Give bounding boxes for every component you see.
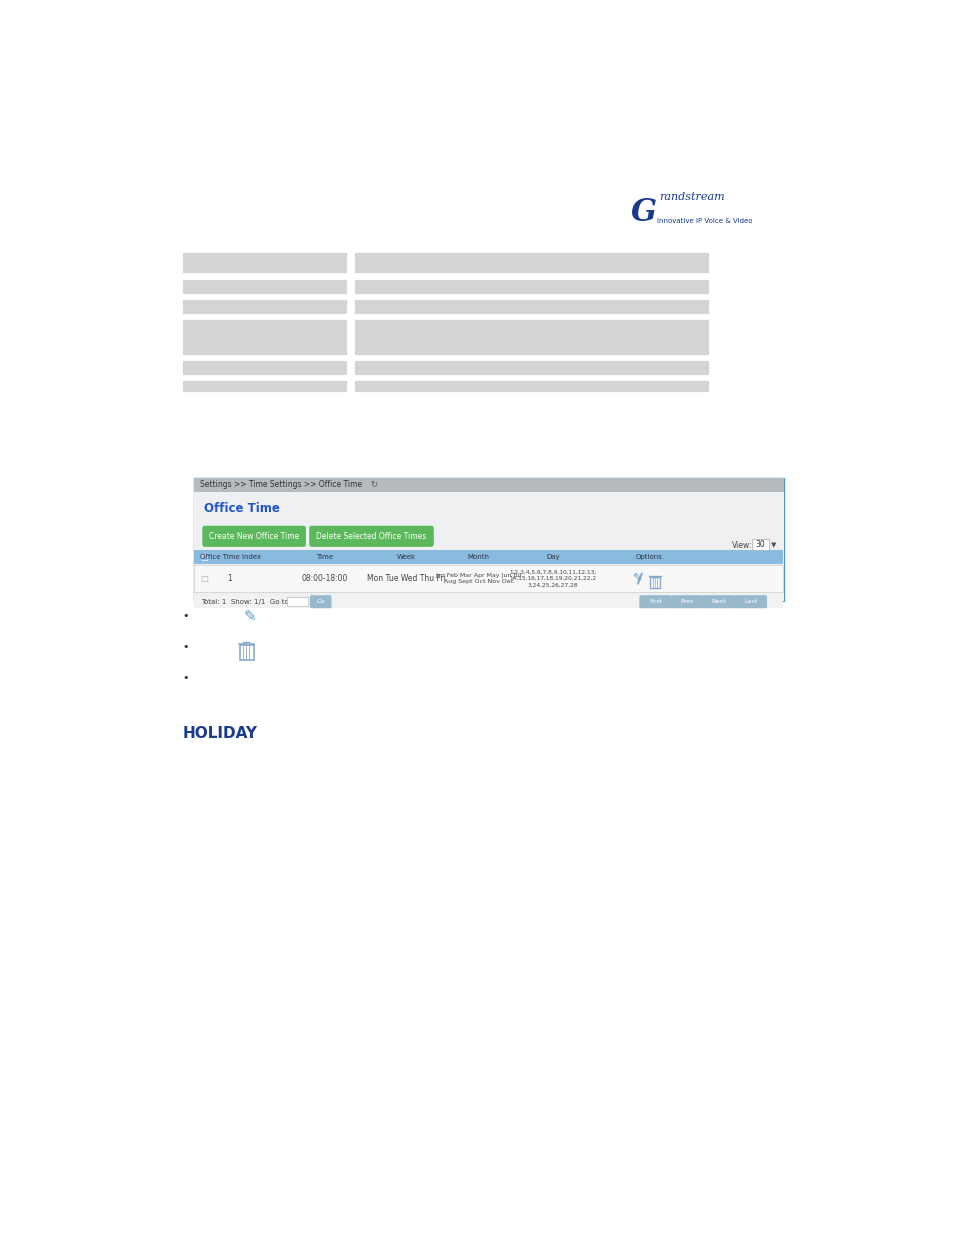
Text: 1: 1	[228, 574, 233, 583]
FancyBboxPatch shape	[194, 564, 782, 593]
Text: Time: Time	[315, 555, 333, 559]
Text: ✎: ✎	[243, 609, 255, 624]
Text: Jan Feb Mar Apr May Jun Jul
Aug Sept Oct Nov Dec: Jan Feb Mar Apr May Jun Jul Aug Sept Oct…	[436, 573, 521, 584]
FancyBboxPatch shape	[751, 540, 768, 550]
Text: Week: Week	[396, 555, 416, 559]
Text: □: □	[199, 574, 208, 583]
Text: Options: Options	[635, 555, 661, 559]
Text: View:: View:	[731, 541, 751, 550]
FancyBboxPatch shape	[193, 478, 783, 492]
FancyBboxPatch shape	[702, 595, 735, 609]
FancyBboxPatch shape	[181, 317, 348, 356]
Text: Office Time: Office Time	[204, 503, 280, 515]
Text: Innovative IP Voice & Video: Innovative IP Voice & Video	[656, 219, 751, 225]
Text: Mon Tue Wed Thu Fri: Mon Tue Wed Thu Fri	[366, 574, 445, 583]
Text: 1,2,3,4,5,6,7,8,9,10,11,12,13,
14,15,16,17,18,19,20,21,22,2
3,24,25,26,27,28: 1,2,3,4,5,6,7,8,9,10,11,12,13, 14,15,16,…	[509, 569, 597, 588]
Text: Last: Last	[743, 599, 757, 604]
Text: 08:00-18:00: 08:00-18:00	[301, 574, 348, 583]
Text: Office Time Index: Office Time Index	[199, 555, 260, 559]
Text: 30: 30	[755, 540, 764, 550]
FancyBboxPatch shape	[670, 595, 702, 609]
FancyBboxPatch shape	[193, 478, 783, 601]
FancyBboxPatch shape	[181, 298, 348, 315]
FancyBboxPatch shape	[194, 550, 782, 564]
FancyBboxPatch shape	[353, 379, 709, 393]
FancyBboxPatch shape	[181, 278, 348, 294]
FancyBboxPatch shape	[353, 278, 709, 294]
Text: G: G	[630, 198, 656, 228]
FancyBboxPatch shape	[193, 492, 783, 601]
FancyBboxPatch shape	[181, 359, 348, 377]
FancyBboxPatch shape	[202, 526, 306, 547]
Text: Total: 1  Show: 1/1  Go to:: Total: 1 Show: 1/1 Go to:	[201, 599, 292, 605]
Text: Create New Office Time: Create New Office Time	[209, 532, 299, 541]
Text: ✎: ✎	[632, 573, 641, 584]
FancyBboxPatch shape	[181, 379, 348, 393]
Text: Day: Day	[546, 555, 559, 559]
FancyBboxPatch shape	[353, 252, 709, 274]
FancyBboxPatch shape	[353, 359, 709, 377]
Text: ↻: ↻	[370, 480, 376, 489]
FancyBboxPatch shape	[286, 597, 308, 606]
Text: Prev: Prev	[679, 599, 694, 604]
Text: Settings >> Time Settings >> Office Time: Settings >> Time Settings >> Office Time	[199, 480, 361, 489]
Text: •: •	[183, 611, 189, 621]
FancyBboxPatch shape	[639, 595, 671, 609]
Text: ▼: ▼	[770, 542, 775, 548]
Text: First: First	[648, 599, 661, 604]
FancyBboxPatch shape	[353, 317, 709, 356]
FancyBboxPatch shape	[734, 595, 766, 609]
Text: HOLIDAY: HOLIDAY	[183, 726, 257, 741]
Text: Go: Go	[316, 599, 325, 604]
Text: •: •	[183, 673, 189, 683]
Text: •: •	[183, 642, 189, 652]
Text: randstream: randstream	[659, 191, 723, 201]
Text: Month: Month	[467, 555, 489, 559]
FancyBboxPatch shape	[309, 526, 434, 547]
Text: Next: Next	[711, 599, 726, 604]
FancyBboxPatch shape	[194, 595, 782, 608]
FancyBboxPatch shape	[181, 252, 348, 274]
Text: Delete Selected Office Times: Delete Selected Office Times	[316, 532, 426, 541]
FancyBboxPatch shape	[353, 298, 709, 315]
FancyBboxPatch shape	[310, 595, 332, 609]
Text: □: □	[199, 552, 208, 562]
